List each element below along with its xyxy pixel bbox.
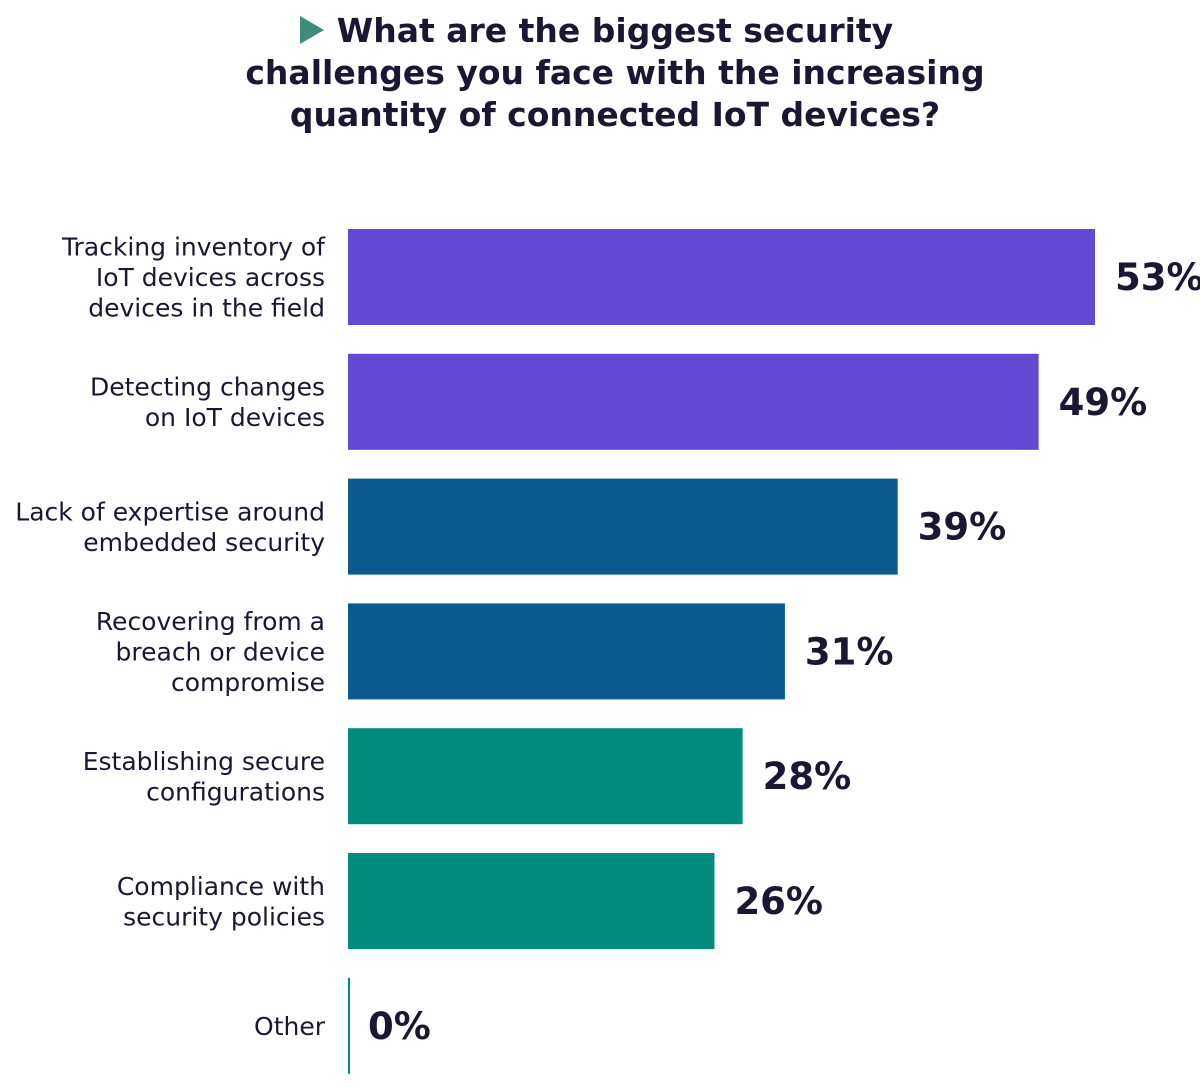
bar — [348, 603, 785, 700]
value-label: 49% — [1059, 381, 1148, 424]
value-label: 26% — [734, 880, 823, 923]
category-label: Recovering from a breach or device comprom… — [96, 607, 325, 697]
category-label: Other — [254, 1012, 326, 1041]
category-label: Detecting changes on IoT devices — [90, 373, 325, 433]
value-labels: 53% 49% 39% 31% 28% 26% 0% — [368, 256, 1200, 1048]
value-label: 39% — [918, 506, 1007, 549]
category-labels: Tracking inventory of IoT devices across d… — [15, 233, 326, 1041]
category-label: Establishing secure configurations — [83, 747, 325, 807]
bars — [348, 229, 1095, 949]
bar — [348, 229, 1095, 325]
bar — [348, 728, 743, 825]
value-label: 53% — [1115, 256, 1200, 299]
bar — [348, 353, 1039, 450]
value-label: 0% — [368, 1005, 431, 1048]
chart-title-line: What are the biggest security — [337, 11, 893, 50]
chart-title: What are the biggest securitychallenges … — [245, 11, 984, 134]
category-label: Lack of expertise around embedded securit… — [15, 497, 325, 557]
value-label: 31% — [805, 630, 894, 673]
chart-title-line: challenges you face with the increasing — [245, 53, 984, 92]
chart-title-line: quantity of connected IoT devices? — [290, 95, 940, 134]
bar — [348, 853, 715, 949]
category-label: Tracking inventory of IoT devices across d… — [61, 233, 326, 323]
value-label: 28% — [763, 755, 852, 798]
bar — [348, 478, 898, 575]
play-triangle-icon — [300, 16, 324, 44]
category-label: Compliance with security policies — [117, 872, 325, 932]
